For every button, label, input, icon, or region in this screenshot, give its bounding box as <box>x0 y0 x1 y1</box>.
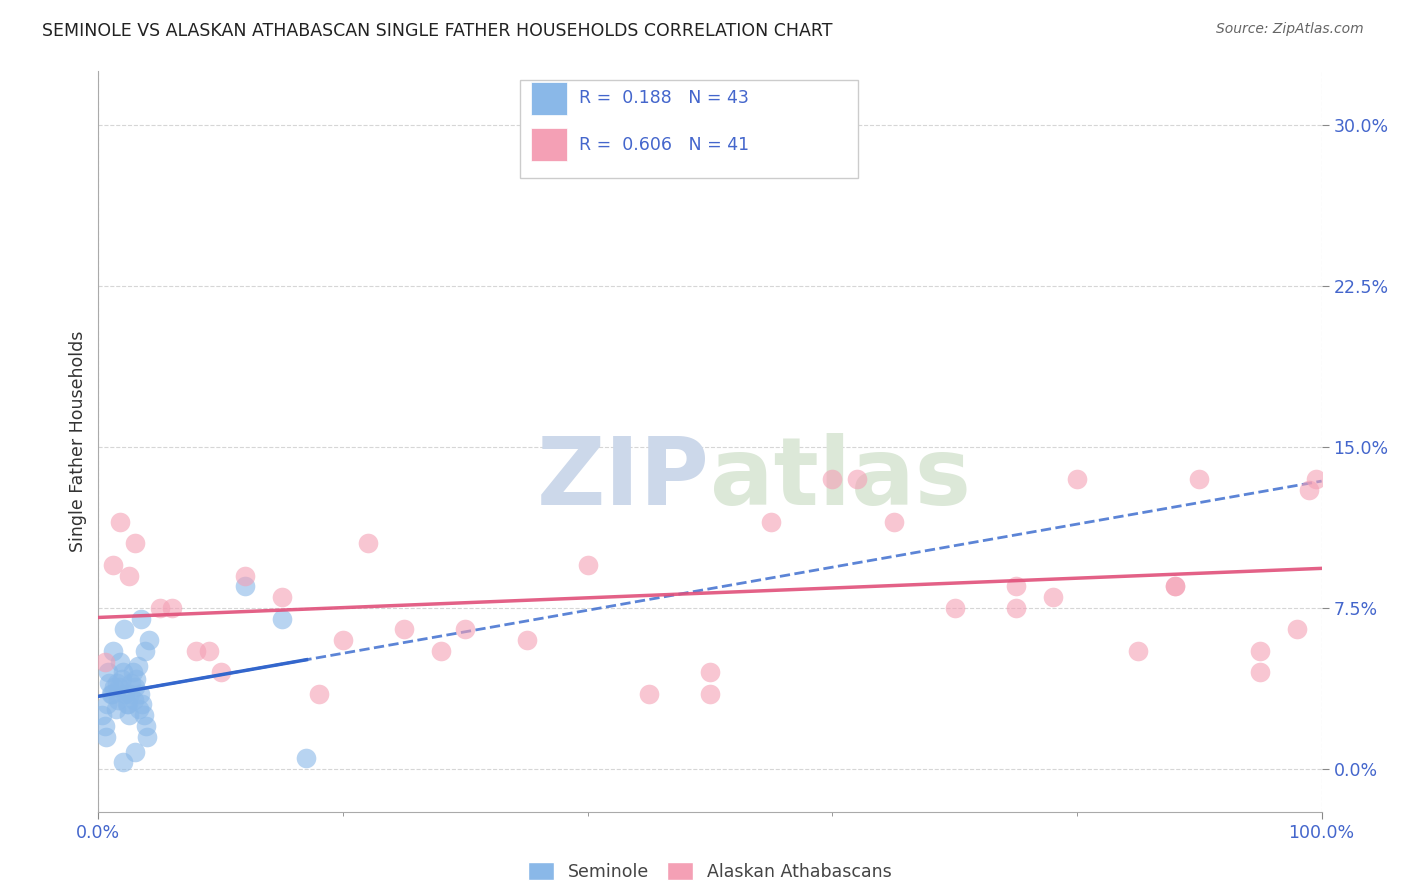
Point <box>115 698 138 712</box>
Point <box>114 687 136 701</box>
Point <box>125 672 148 686</box>
Point <box>1128 644 1150 658</box>
Point <box>93 655 115 669</box>
Point <box>110 655 132 669</box>
Point <box>107 693 129 707</box>
Point <box>103 680 125 694</box>
Point <box>1004 579 1026 593</box>
Point <box>430 644 453 658</box>
Point <box>127 658 149 673</box>
Point <box>637 687 661 701</box>
Point <box>100 687 122 701</box>
Point <box>129 687 152 701</box>
Point <box>96 698 118 712</box>
Point <box>209 665 232 680</box>
Point <box>149 600 172 615</box>
Point <box>699 665 721 680</box>
Point <box>186 644 208 658</box>
Point <box>104 702 127 716</box>
Point <box>111 756 134 770</box>
Text: SEMINOLE VS ALASKAN ATHABASCAN SINGLE FATHER HOUSEHOLDS CORRELATION CHART: SEMINOLE VS ALASKAN ATHABASCAN SINGLE FA… <box>42 22 832 40</box>
Point <box>94 730 117 744</box>
Point <box>270 590 294 604</box>
Text: R =  0.188   N = 43: R = 0.188 N = 43 <box>579 89 749 107</box>
Point <box>131 698 153 712</box>
Point <box>1004 600 1026 615</box>
Point <box>132 708 155 723</box>
Point <box>821 472 844 486</box>
Point <box>136 730 159 744</box>
Point <box>1250 644 1272 658</box>
Point <box>108 680 131 694</box>
Point <box>118 708 141 723</box>
Point <box>124 680 146 694</box>
Point <box>332 633 354 648</box>
Point <box>454 623 477 637</box>
Point <box>93 719 115 733</box>
Point <box>121 665 143 680</box>
Legend: Seminole, Alaskan Athabascans: Seminole, Alaskan Athabascans <box>522 855 898 888</box>
Point <box>392 623 416 637</box>
Point <box>97 665 120 680</box>
Point <box>120 687 142 701</box>
Point <box>134 644 156 658</box>
Point <box>1286 623 1309 637</box>
Point <box>111 665 134 680</box>
Point <box>356 536 378 550</box>
Point <box>117 698 139 712</box>
Point <box>101 687 124 701</box>
Point <box>101 644 124 658</box>
Point <box>110 515 132 529</box>
Point <box>1164 579 1187 593</box>
Point <box>233 579 256 593</box>
Point <box>111 672 134 686</box>
Point <box>1250 665 1272 680</box>
Point <box>135 719 157 733</box>
Point <box>516 633 538 648</box>
Point <box>883 515 905 529</box>
Point <box>105 676 128 690</box>
Text: ZIP: ZIP <box>537 433 710 524</box>
Point <box>124 536 146 550</box>
Point <box>845 472 868 486</box>
Point <box>270 611 294 625</box>
Point <box>112 623 135 637</box>
Point <box>197 644 219 658</box>
Text: R =  0.606   N = 41: R = 0.606 N = 41 <box>579 136 749 153</box>
Point <box>122 693 145 707</box>
Text: atlas: atlas <box>710 433 972 524</box>
Point <box>576 558 599 572</box>
Point <box>98 676 121 690</box>
Point <box>1164 579 1187 593</box>
Point <box>91 708 114 723</box>
Point <box>699 687 721 701</box>
Point <box>120 676 142 690</box>
Point <box>761 515 783 529</box>
Point <box>128 702 150 716</box>
Point <box>233 568 256 582</box>
Text: Source: ZipAtlas.com: Source: ZipAtlas.com <box>1216 22 1364 37</box>
Point <box>101 558 124 572</box>
Point <box>124 745 146 759</box>
Point <box>308 687 330 701</box>
Point <box>160 600 183 615</box>
Point <box>1066 472 1088 486</box>
Point <box>1042 590 1064 604</box>
Point <box>295 751 318 765</box>
Point <box>943 600 966 615</box>
Point <box>129 611 152 625</box>
Point <box>1305 472 1327 486</box>
Point <box>138 633 160 648</box>
Point <box>1298 483 1320 497</box>
Y-axis label: Single Father Households: Single Father Households <box>69 331 87 552</box>
Point <box>118 568 141 582</box>
Point <box>1188 472 1211 486</box>
